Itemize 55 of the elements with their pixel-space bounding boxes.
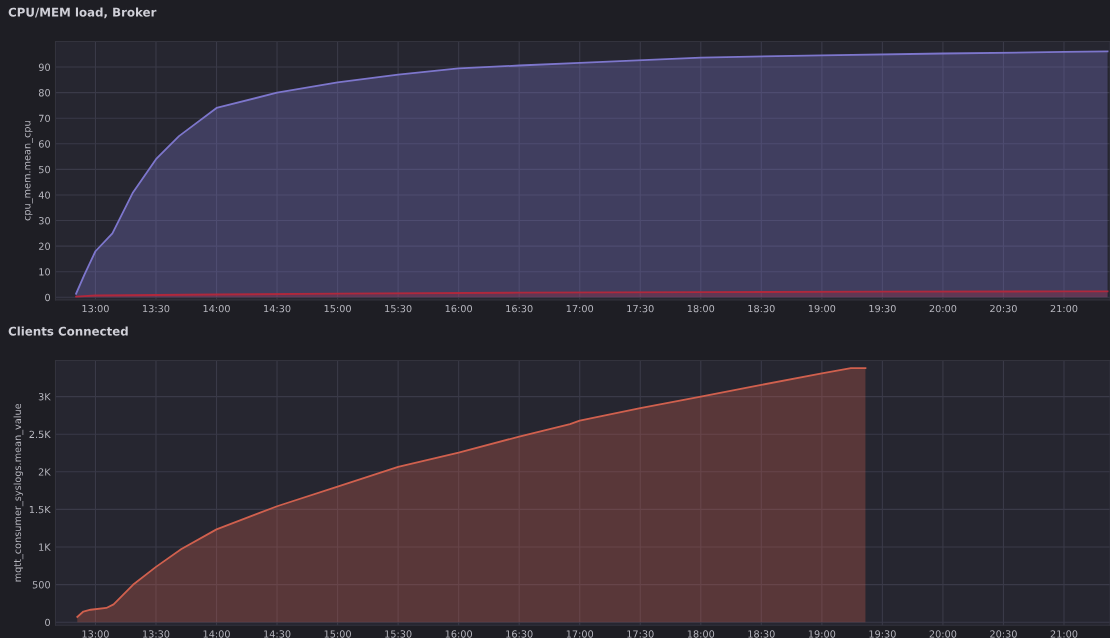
x-tick-label: 13:00: [82, 304, 109, 313]
y-tick-label: 30: [39, 217, 50, 225]
chart-title: Clients Connected: [8, 326, 128, 336]
y-tick-label: 0: [45, 293, 50, 302]
x-tick-label: 18:00: [687, 630, 715, 638]
x-tick-label: 17:30: [627, 630, 654, 638]
x-tick-label: 13:00: [82, 630, 109, 638]
y-tick-label: 20: [38, 242, 50, 250]
y-tick-label: 80: [38, 89, 50, 97]
y-axis-title: mqtt_consumer_syslogs.mean_value: [13, 403, 24, 582]
x-tick-label: 14:00: [203, 630, 230, 638]
y-tick-label: 70: [39, 114, 50, 123]
x-tick-label: 17:00: [566, 630, 594, 638]
x-tick-label: 15:00: [324, 630, 351, 638]
chart-title: CPU/MEM load, Broker: [8, 7, 157, 19]
y-tick-label: 2K: [38, 468, 51, 476]
x-tick-label: 14:30: [264, 630, 291, 638]
x-tick-label: 13:30: [143, 630, 170, 638]
x-tick-label: 14:00: [203, 304, 230, 313]
y-tick-label: 40: [38, 191, 50, 199]
x-tick-label: 14:30: [264, 304, 291, 313]
y-tick-label: 50: [39, 165, 50, 174]
x-tick-label: 19:30: [869, 630, 896, 638]
x-tick-label: 18:30: [748, 630, 775, 638]
x-tick-label: 15:30: [385, 304, 412, 313]
y-axis-title: cpu_mem.mean_cpu: [24, 121, 33, 221]
y-tick-label: 1K: [39, 543, 51, 551]
x-tick-label: 13:30: [143, 304, 170, 313]
x-tick-label: 16:00: [445, 630, 473, 638]
x-tick-label: 16:30: [506, 630, 533, 638]
x-tick-label: 15:00: [324, 304, 351, 313]
x-tick-label: 19:00: [808, 304, 836, 313]
x-tick-label: 20:30: [990, 630, 1017, 638]
x-tick-label: 20:00: [929, 304, 957, 313]
y-tick-label: 10: [39, 268, 50, 276]
x-tick-label: 21:00: [1050, 630, 1078, 638]
x-tick-label: 19:00: [808, 630, 836, 638]
x-tick-label: 19:30: [869, 304, 896, 313]
x-tick-label: 20:30: [990, 304, 1017, 313]
x-tick-label: 21:00: [1050, 304, 1078, 313]
y-tick-label: 1.5K: [29, 506, 51, 514]
y-tick-label: 0: [45, 618, 50, 627]
x-tick-label: 18:30: [748, 304, 775, 313]
x-tick-label: 15:30: [385, 630, 412, 638]
x-tick-label: 20:00: [929, 630, 957, 638]
y-tick-label: 3K: [38, 393, 51, 401]
x-tick-label: 17:00: [566, 304, 594, 313]
x-tick-label: 17:30: [627, 304, 654, 313]
x-tick-label: 16:30: [506, 304, 533, 313]
y-tick-label: 500: [32, 581, 50, 589]
x-tick-label: 16:00: [445, 304, 473, 313]
y-tick-label: 60: [38, 140, 50, 148]
y-tick-label: 90: [38, 63, 50, 71]
y-tick-label: 2.5K: [29, 430, 51, 439]
x-tick-label: 18:00: [687, 304, 715, 313]
